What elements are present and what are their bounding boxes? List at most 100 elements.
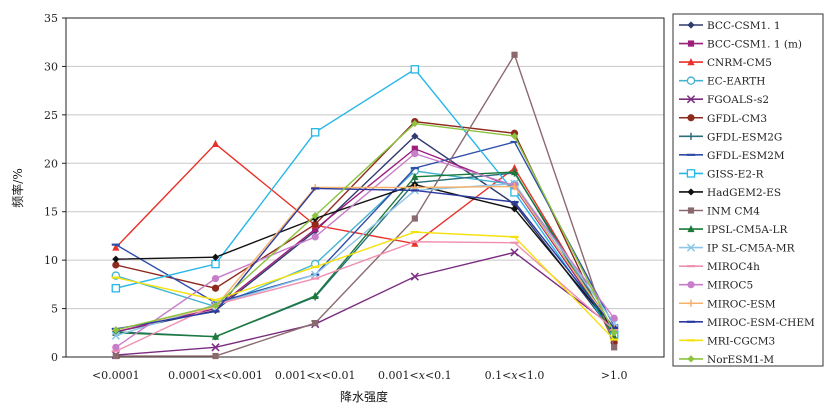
legend-marker — [687, 355, 695, 363]
legend-marker — [687, 188, 695, 196]
data-point — [312, 226, 319, 233]
series-line — [115, 231, 615, 341]
data-point — [211, 332, 220, 340]
legend-label: MIROC5 — [707, 280, 753, 292]
legend-marker — [686, 95, 696, 104]
legend-entry: GFDL-ESM2M — [679, 150, 785, 162]
legend-entry: HadGEM2-ES — [679, 187, 781, 199]
data-point — [510, 132, 519, 140]
legend-box — [672, 13, 824, 367]
series-line — [115, 185, 615, 331]
data-point — [312, 320, 319, 327]
data-point — [510, 205, 519, 213]
legend-marker — [687, 281, 695, 289]
x-tick-label: >1.0 — [601, 369, 628, 382]
legend-entry: MIROC-ESM-CHEM — [679, 317, 815, 329]
y-tick-label: 25 — [44, 109, 58, 122]
legend-entry: IPSL-CM5A-LR — [679, 224, 788, 236]
series-line — [115, 241, 615, 352]
series-line — [115, 187, 615, 330]
data-point — [211, 274, 220, 283]
data-point — [111, 331, 120, 340]
x-axis-ticks: <0.0001 0.0001<x<0.001 0.001<x<0.01 0.001<x… — [92, 369, 628, 382]
legend-label: INM CM4 — [707, 206, 760, 218]
legend: BCC-CSM1. 1 BCC-CSM1. 1 (m) CNRM-CM5 EC-EAR… — [679, 20, 815, 366]
legend-label: GFDL-ESM2G — [707, 131, 782, 143]
x-tick-label: 0.001<x<0.01 — [275, 369, 356, 382]
y-axis-title: 频率/% — [10, 168, 25, 207]
data-point — [310, 128, 320, 137]
legend-entry: EC-EARTH — [679, 76, 765, 88]
legend-entry: GISS-E2-R — [679, 168, 765, 180]
x-tick-label: 0.001<x<0.1 — [378, 369, 452, 382]
legend-label: IPSL-CM5A-LR — [707, 224, 788, 236]
legend-label: MIROC-ESM-CHEM — [707, 317, 815, 329]
y-tick-label: 10 — [44, 254, 58, 267]
legend-marker — [687, 299, 695, 307]
legend-entry: BCC-CSM1. 1 — [679, 20, 781, 32]
data-point — [510, 167, 519, 176]
legend-label: BCC-CSM1. 1 (m) — [707, 39, 802, 51]
legend-entry: MIROC5 — [679, 280, 753, 292]
data-point — [211, 343, 220, 352]
legend-entry: CNRM-CM5 — [679, 57, 772, 69]
series-line — [115, 53, 615, 357]
y-axis-ticks: 0 5 10 15 20 25 30 35 — [44, 12, 66, 364]
series-9 — [112, 180, 618, 333]
data-point — [510, 164, 519, 172]
y-tick-label: 0 — [51, 351, 58, 364]
series-17 — [111, 230, 619, 341]
legend-marker — [687, 21, 695, 29]
legend-label: HadGEM2-ES — [707, 187, 781, 199]
legend-entry: GFDL-ESM2G — [679, 131, 782, 143]
legend-label: MIROC-ESM — [707, 298, 776, 310]
data-point — [311, 233, 319, 241]
series-14 — [112, 150, 618, 351]
series-line — [115, 152, 615, 348]
gridlines — [66, 65, 664, 310]
y-tick-label: 30 — [44, 60, 58, 73]
data-point — [112, 255, 120, 263]
data-point — [211, 253, 220, 261]
data-point — [211, 284, 220, 292]
legend-label: IP SL-CM5A-MR — [707, 243, 796, 255]
series-16 — [111, 187, 619, 331]
legend-marker — [686, 169, 696, 178]
data-point — [112, 352, 119, 360]
legend-marker — [687, 40, 695, 47]
data-point — [112, 343, 120, 351]
data-point — [510, 248, 519, 257]
legend-marker — [687, 114, 695, 122]
data-point — [410, 65, 420, 74]
data-point — [411, 132, 419, 140]
y-tick-label: 15 — [44, 206, 58, 219]
data-point — [410, 272, 419, 281]
data-point — [112, 326, 120, 334]
legend-entry: BCC-CSM1. 1 (m) — [679, 39, 802, 51]
data-point — [510, 182, 519, 191]
legend-label: NorESM1-M — [707, 354, 774, 366]
legend-marker — [687, 224, 695, 233]
x-tick-label: 0.0001<x<0.001 — [168, 369, 263, 382]
legend-marker — [686, 76, 696, 85]
series-line — [115, 251, 615, 356]
data-point — [411, 239, 419, 247]
y-tick-label: 5 — [51, 303, 58, 316]
series-line — [115, 142, 615, 334]
series-line — [115, 68, 615, 336]
series-line — [115, 171, 615, 338]
legend-marker — [687, 207, 695, 214]
data-point — [311, 220, 319, 228]
plot-area — [65, 17, 665, 358]
x-tick-label: 0.1<x<1.0 — [485, 369, 545, 382]
legend-label: EC-EARTH — [707, 76, 765, 88]
legend-label: GFDL-CM3 — [707, 113, 767, 125]
data-point — [610, 329, 618, 337]
legend-entry: MIROC4h — [679, 261, 760, 273]
data-point — [611, 344, 618, 351]
data-point — [212, 352, 219, 360]
data-point — [610, 314, 618, 322]
legend-label: GISS-E2-R — [707, 168, 765, 180]
data-point — [411, 150, 419, 158]
